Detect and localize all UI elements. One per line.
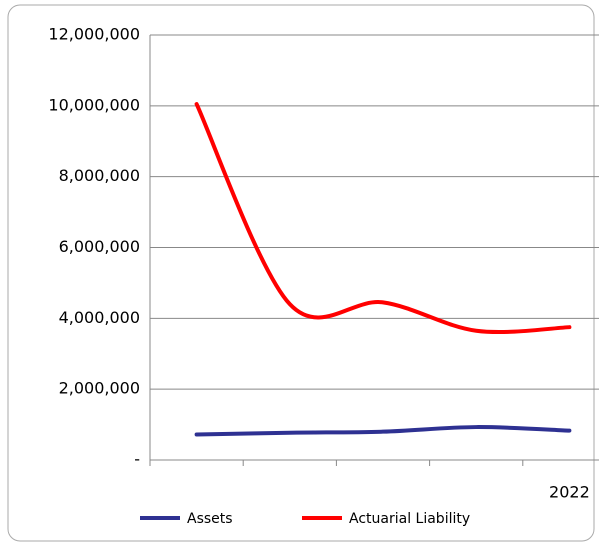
legend-label: Assets <box>187 511 233 527</box>
line-series <box>194 425 572 437</box>
chart-border <box>7 4 595 542</box>
y-tick-label: 2,000,000 <box>59 379 140 398</box>
legend-label: Actuarial Liability <box>349 511 470 527</box>
x-tick-label: 2022 <box>549 483 590 502</box>
y-tick-label: 4,000,000 <box>59 308 140 327</box>
line-series <box>194 102 572 335</box>
y-tick-label: 6,000,000 <box>59 237 140 256</box>
y-tick-label: 12,000,000 <box>48 25 140 44</box>
y-tick-label: - <box>134 450 140 469</box>
y-tick-label: 8,000,000 <box>59 166 140 185</box>
y-tick-label: 10,000,000 <box>48 95 140 114</box>
